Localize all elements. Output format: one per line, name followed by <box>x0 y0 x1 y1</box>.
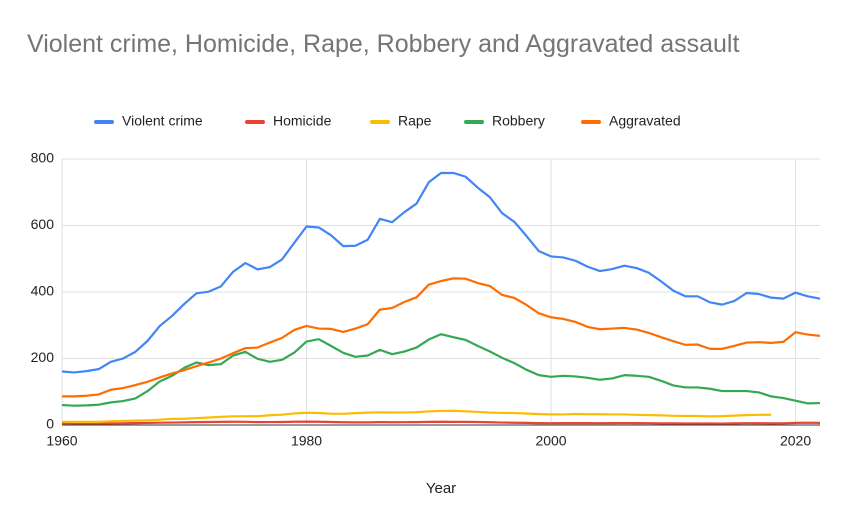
series-line <box>61 409 772 423</box>
legend-label: Rape <box>398 113 432 129</box>
legend-label: Violent crime <box>122 113 203 129</box>
x-tick-label: 2000 <box>535 433 566 449</box>
series-line <box>62 277 821 398</box>
y-tick-label: 400 <box>31 283 55 299</box>
x-tick-label: 1980 <box>291 433 322 449</box>
series-line <box>61 171 821 374</box>
legend-label: Aggravated <box>609 113 681 129</box>
y-tick-label: 800 <box>31 150 55 166</box>
legend-label: Homicide <box>273 113 332 129</box>
chart-title: Violent crime, Homicide, Rape, Robbery a… <box>27 30 740 58</box>
y-tick-label: 200 <box>31 349 55 365</box>
y-tick-label: 0 <box>46 416 54 432</box>
series-line <box>61 420 821 425</box>
series-line <box>61 333 821 407</box>
legend-label: Robbery <box>492 113 545 129</box>
y-tick-label: 600 <box>31 216 55 232</box>
x-tick-label: 1960 <box>46 433 77 449</box>
x-axis-title: Year <box>426 480 456 497</box>
x-tick-label: 2020 <box>780 433 811 449</box>
